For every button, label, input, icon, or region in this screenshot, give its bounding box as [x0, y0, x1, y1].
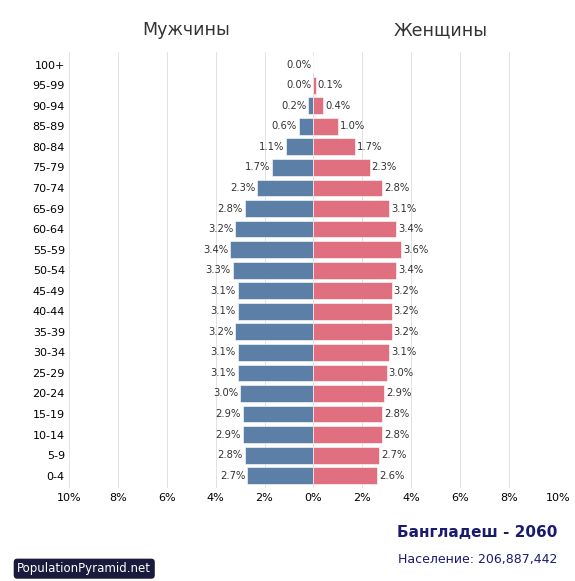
Text: Население: 206,887,442: Население: 206,887,442	[398, 554, 558, 566]
Text: 0.4%: 0.4%	[325, 101, 350, 111]
Bar	[237, 303, 313, 320]
Bar	[245, 200, 313, 217]
Bar	[299, 118, 313, 135]
Bar	[243, 426, 313, 443]
Text: 2.8%: 2.8%	[384, 183, 409, 193]
Text: 3.2%: 3.2%	[393, 327, 419, 337]
Text: 3.4%: 3.4%	[398, 265, 424, 275]
Bar	[231, 241, 313, 258]
Text: 1.0%: 1.0%	[340, 121, 365, 131]
Text: 2.3%: 2.3%	[230, 183, 255, 193]
Text: 3.1%: 3.1%	[210, 306, 236, 316]
Bar	[237, 344, 313, 361]
Bar	[240, 385, 313, 402]
Bar	[313, 364, 386, 381]
Bar	[313, 467, 377, 484]
Text: 0.0%: 0.0%	[286, 60, 312, 70]
Bar	[313, 221, 397, 238]
Bar	[313, 282, 392, 299]
Text: 2.6%: 2.6%	[379, 471, 404, 480]
Text: 0.2%: 0.2%	[281, 101, 306, 111]
Bar	[313, 97, 323, 114]
Bar	[313, 447, 380, 464]
Bar	[313, 385, 384, 402]
Bar	[313, 426, 382, 443]
Text: 3.3%: 3.3%	[206, 265, 231, 275]
Text: Женщины: Женщины	[393, 21, 488, 39]
Bar	[313, 241, 401, 258]
Bar	[313, 180, 382, 196]
Text: 3.1%: 3.1%	[391, 347, 416, 357]
Bar	[233, 261, 313, 279]
Bar	[272, 159, 313, 176]
Text: 1.1%: 1.1%	[259, 142, 285, 152]
Bar	[313, 200, 389, 217]
Text: 3.2%: 3.2%	[208, 327, 233, 337]
Text: 3.2%: 3.2%	[393, 286, 419, 296]
Text: 3.2%: 3.2%	[393, 306, 419, 316]
Text: 3.0%: 3.0%	[213, 389, 238, 399]
Text: 2.9%: 2.9%	[215, 409, 240, 419]
Text: 2.8%: 2.8%	[384, 409, 409, 419]
Bar	[257, 180, 313, 196]
Text: 3.1%: 3.1%	[210, 368, 236, 378]
Text: 2.8%: 2.8%	[384, 429, 409, 440]
Text: 2.7%: 2.7%	[220, 471, 246, 480]
Text: 2.3%: 2.3%	[371, 163, 397, 173]
Text: 2.9%: 2.9%	[386, 389, 412, 399]
Bar	[235, 221, 313, 238]
Text: 3.6%: 3.6%	[403, 245, 428, 254]
Bar	[245, 447, 313, 464]
Bar	[237, 282, 313, 299]
Text: 2.8%: 2.8%	[218, 450, 243, 460]
Text: PopulationPyramid.net: PopulationPyramid.net	[17, 562, 151, 575]
Bar	[243, 406, 313, 422]
Text: 2.8%: 2.8%	[218, 203, 243, 213]
Text: 0.1%: 0.1%	[318, 80, 343, 90]
Text: 1.7%: 1.7%	[244, 163, 270, 173]
Text: 3.4%: 3.4%	[398, 224, 424, 234]
Text: 0.6%: 0.6%	[271, 121, 297, 131]
Text: 3.0%: 3.0%	[389, 368, 414, 378]
Bar	[313, 159, 370, 176]
Text: 3.1%: 3.1%	[210, 347, 236, 357]
Bar	[313, 344, 389, 361]
Bar	[313, 261, 397, 279]
Bar	[313, 324, 392, 340]
Text: 2.9%: 2.9%	[215, 429, 240, 440]
Bar	[309, 97, 313, 114]
Bar	[247, 467, 313, 484]
Text: 3.2%: 3.2%	[208, 224, 233, 234]
Bar	[286, 138, 313, 155]
Text: Бангладеш - 2060: Бангладеш - 2060	[397, 525, 558, 540]
Bar	[313, 77, 316, 94]
Text: 2.7%: 2.7%	[381, 450, 407, 460]
Text: Мужчины: Мужчины	[143, 21, 230, 39]
Text: 0.0%: 0.0%	[286, 80, 312, 90]
Bar	[313, 303, 392, 320]
Bar	[237, 364, 313, 381]
Bar	[313, 118, 338, 135]
Bar	[313, 406, 382, 422]
Text: 3.1%: 3.1%	[391, 203, 416, 213]
Bar	[235, 324, 313, 340]
Text: 1.7%: 1.7%	[357, 142, 382, 152]
Bar	[313, 138, 355, 155]
Text: 3.1%: 3.1%	[210, 286, 236, 296]
Text: 3.4%: 3.4%	[203, 245, 228, 254]
